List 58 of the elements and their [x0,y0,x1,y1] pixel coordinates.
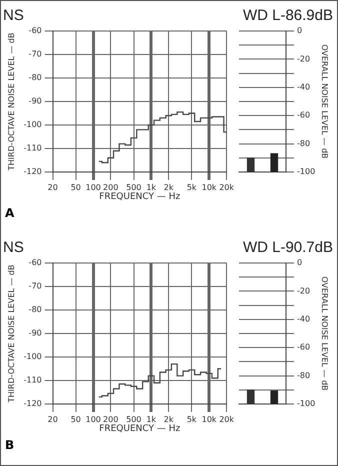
y-tick-label: -90 [28,328,42,338]
y-tick-label: -120 [24,167,42,176]
x-tick-label: 2k [164,414,174,424]
chart-title: NS [3,7,24,24]
y-tick-label: -110 [24,144,42,153]
x-tick-label: 2k [164,182,174,192]
y-tick-label: -60 [28,26,42,36]
y-axis-title: OVERALL NOISE LEVEL — dB [320,44,330,159]
x-tick-label: 20k [219,182,234,192]
chart-title: WD L-86.9dB [242,7,333,24]
y-tick-label: -80 [28,305,42,314]
y-tick-label: -100 [24,352,42,362]
x-tick-label: 100 [86,414,101,424]
x-tick-label: 200 [103,182,118,192]
y-tick-label: -80 [297,138,310,148]
y-tick-label: -60 [297,110,310,120]
y-tick-label: -60 [297,342,310,352]
y-tick-label: 0 [297,26,302,36]
x-tick-label: 20 [48,414,58,424]
y-tick-label: -40 [297,314,310,324]
y-tick-label: -20 [297,286,310,296]
x-tick-label: 1k [146,182,156,192]
x-tick-label: 5k [186,182,197,192]
text: A [5,206,14,220]
y-axis-title: OVERALL NOISE LEVEL — dB [320,276,330,391]
y-axis-title: THIRD-OCTAVE NOISE LEVEL — dB [6,32,16,172]
y-tick-label: -80 [28,73,42,82]
x-tick-label: 500 [126,182,142,192]
x-tick-label: 5k [186,414,197,424]
y-tick-label: -20 [297,54,310,64]
chart-title: WD L-90.7dB [242,239,333,256]
y-tick-label: 0 [297,258,302,268]
text: B [5,438,14,452]
x-tick-label: 500 [126,414,142,424]
y-tick-label: -70 [28,50,42,59]
y-axis-title: THIRD-OCTAVE NOISE LEVEL — dB [6,264,16,404]
y-tick-label: -100 [297,167,316,176]
y-tick-label: -110 [24,376,42,385]
x-tick-label: 10k [202,182,217,192]
x-tick-label: 1k [146,414,156,424]
x-tick-label: 100 [86,182,101,192]
x-tick-label: 20k [219,414,234,424]
y-tick-label: -70 [28,282,42,291]
x-tick-label: 50 [70,182,81,192]
y-tick-label: -40 [297,82,310,92]
y-tick-label: -100 [297,399,316,408]
y-tick-label: -120 [24,399,42,408]
x-tick-label: 200 [103,414,118,424]
x-axis-title: FREQUENCY — Hz [99,192,180,202]
y-tick-label: -80 [297,370,310,380]
x-tick-label: 50 [70,414,81,424]
x-tick-label: 20 [48,182,58,192]
x-tick-label: 10k [202,414,217,424]
chart-title: NS [3,239,24,256]
y-tick-label: -60 [28,258,42,268]
y-tick-label: -100 [24,120,42,130]
y-tick-label: -90 [28,96,42,106]
x-axis-title: FREQUENCY — Hz [99,424,180,434]
